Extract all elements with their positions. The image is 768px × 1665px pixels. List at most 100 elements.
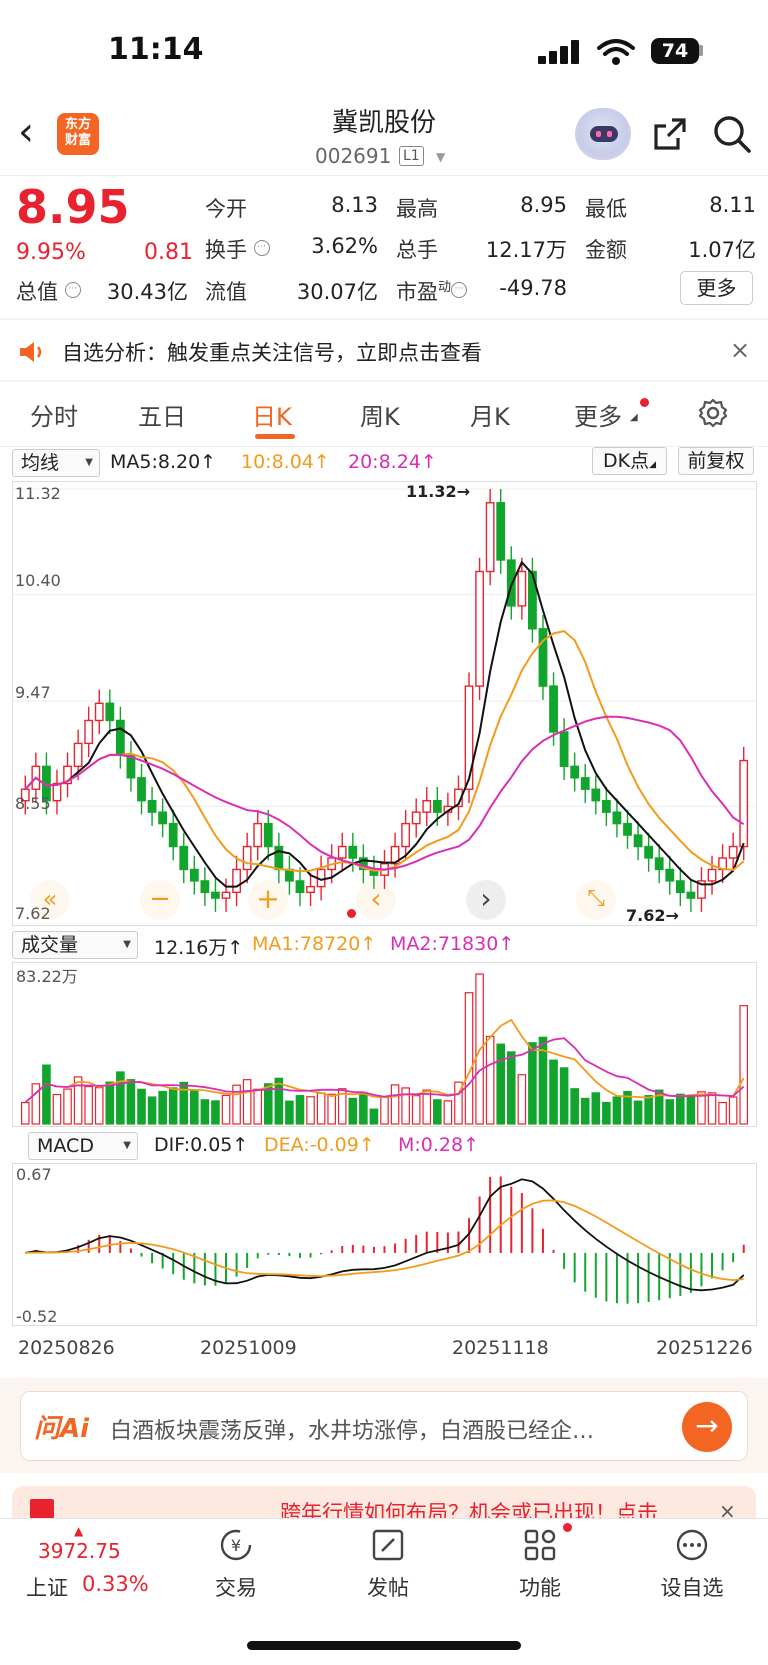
zoom-in-button[interactable]: +	[248, 880, 288, 920]
volume-bar	[126, 1079, 136, 1125]
ma-selector-dropdown[interactable]: 均线 ▼	[12, 449, 100, 477]
trade-icon[interactable]: ¥	[218, 1527, 254, 1563]
kline-chart[interactable]	[12, 481, 757, 926]
market-cap-value: 30.43亿	[106, 280, 188, 304]
ai-submit-button[interactable]: →	[682, 1402, 732, 1452]
amount-label: 金额	[585, 238, 627, 262]
share-icon[interactable]	[650, 114, 690, 154]
volume-bar	[190, 1089, 199, 1125]
volume-bar	[316, 1092, 326, 1125]
ai-question-bar[interactable]	[20, 1391, 748, 1461]
volume-bar	[496, 1043, 506, 1125]
dk-point-button[interactable]: DK点◢	[592, 447, 667, 475]
candle-body	[475, 570, 484, 687]
volume-bar	[337, 1088, 347, 1125]
tab-daily-k[interactable]: 日K	[252, 403, 292, 431]
close-icon[interactable]: ×	[719, 1499, 736, 1523]
candle-body	[591, 788, 601, 802]
search-icon[interactable]	[712, 114, 752, 154]
candle-body	[221, 891, 231, 899]
volume-bar	[369, 1108, 379, 1125]
more-quote-button[interactable]: 更多	[680, 271, 753, 305]
tab-intraday[interactable]: 分时	[30, 403, 78, 431]
volume-bar	[380, 1096, 389, 1125]
info-icon[interactable]: ···	[64, 282, 81, 298]
nav-add-watchlist[interactable]: 设自选	[660, 1576, 724, 1600]
ai-prompt-text[interactable]: 白酒板块震荡反弹，水井坊涨停，白酒股已经企…	[110, 1419, 595, 1444]
candle-body	[189, 868, 199, 882]
candle-body	[337, 845, 347, 859]
back-button[interactable]: ‹	[18, 109, 34, 155]
volume-selector-dropdown[interactable]: 成交量 ▼	[12, 931, 138, 959]
eastmoney-logo[interactable]: 东方 财富	[57, 113, 99, 155]
candle-body	[306, 885, 315, 894]
wifi-icon	[597, 39, 635, 65]
macd-dif-line	[25, 1178, 745, 1292]
candle-body	[528, 570, 537, 630]
gear-icon[interactable]	[697, 397, 729, 429]
candle-body	[73, 742, 83, 768]
tab-monthly-k[interactable]: 月K	[470, 403, 510, 431]
date-label: 20251226	[656, 1337, 753, 1359]
candle-body	[570, 765, 580, 779]
volume-chart[interactable]	[12, 962, 757, 1127]
fullscreen-button[interactable]: ⤡	[576, 880, 616, 920]
level-badge[interactable]: L1	[399, 146, 424, 166]
info-icon[interactable]: ···	[253, 240, 270, 256]
date-label: 20251009	[200, 1337, 297, 1359]
speaker-icon	[20, 342, 42, 362]
candle-body	[126, 754, 136, 779]
y-label-4: 8.55	[15, 794, 51, 813]
zoom-out-button[interactable]: −	[140, 880, 180, 920]
macd-selector-dropdown[interactable]: MACD ▼	[28, 1132, 138, 1160]
chevron-down-icon[interactable]: ▼	[436, 150, 446, 164]
scroll-left-button[interactable]: «	[30, 880, 70, 920]
tab-more[interactable]: 更多	[574, 403, 622, 431]
pe-value: -49.78	[499, 276, 567, 300]
high-label: 最高	[396, 197, 438, 221]
signal-alert-text[interactable]: 自选分析：触发重点关注信号，立即点击查看	[62, 341, 482, 365]
volume-bar	[401, 1087, 410, 1125]
close-icon[interactable]: ×	[730, 336, 751, 364]
candle-body	[232, 868, 241, 894]
volume-bar	[623, 1090, 632, 1125]
macd-chart[interactable]	[12, 1163, 757, 1326]
svg-text:¥: ¥	[231, 1536, 241, 1555]
candle-body	[697, 880, 706, 899]
prev-button[interactable]: ‹	[356, 880, 396, 920]
volume-bar	[390, 1084, 400, 1125]
volume-bar	[676, 1093, 685, 1125]
open-value: 8.13	[331, 193, 378, 217]
current-price: 8.95	[16, 180, 130, 234]
volume-label: 总手	[396, 238, 438, 262]
functions-icon[interactable]	[522, 1527, 558, 1563]
volume-bar	[549, 1059, 558, 1125]
volume-bar	[517, 1074, 527, 1125]
candle-body	[739, 759, 749, 848]
amount-value: 1.07亿	[688, 238, 756, 262]
next-button[interactable]: ›	[466, 880, 506, 920]
watchlist-icon[interactable]	[674, 1527, 710, 1563]
index-name[interactable]: 上证	[26, 1576, 68, 1600]
candle-body	[274, 845, 284, 871]
info-icon[interactable]: ···	[451, 282, 468, 298]
volume-bar	[707, 1092, 717, 1125]
index-change[interactable]: 0.33%	[82, 1572, 149, 1596]
index-value[interactable]: 3972.75	[38, 1539, 121, 1563]
candle-body	[422, 799, 432, 813]
volume-current: 12.16万↑	[154, 937, 244, 959]
tab-five-day[interactable]: 五日	[138, 403, 186, 431]
bottom-nav	[0, 1518, 768, 1665]
chart-frame	[12, 1163, 757, 1326]
post-icon[interactable]	[370, 1527, 406, 1563]
candle-body	[633, 834, 643, 848]
volume-max-label: 83.22万	[16, 967, 78, 986]
stock-code[interactable]: 002691	[315, 144, 392, 168]
nav-trade[interactable]: 交易	[215, 1576, 257, 1600]
adjust-mode-button[interactable]: 前复权	[678, 447, 754, 475]
tab-weekly-k[interactable]: 周K	[360, 403, 400, 431]
nav-functions[interactable]: 功能	[519, 1576, 561, 1600]
nav-post[interactable]: 发帖	[367, 1576, 409, 1600]
volume-bar	[94, 1087, 104, 1125]
candle-body	[612, 811, 622, 825]
